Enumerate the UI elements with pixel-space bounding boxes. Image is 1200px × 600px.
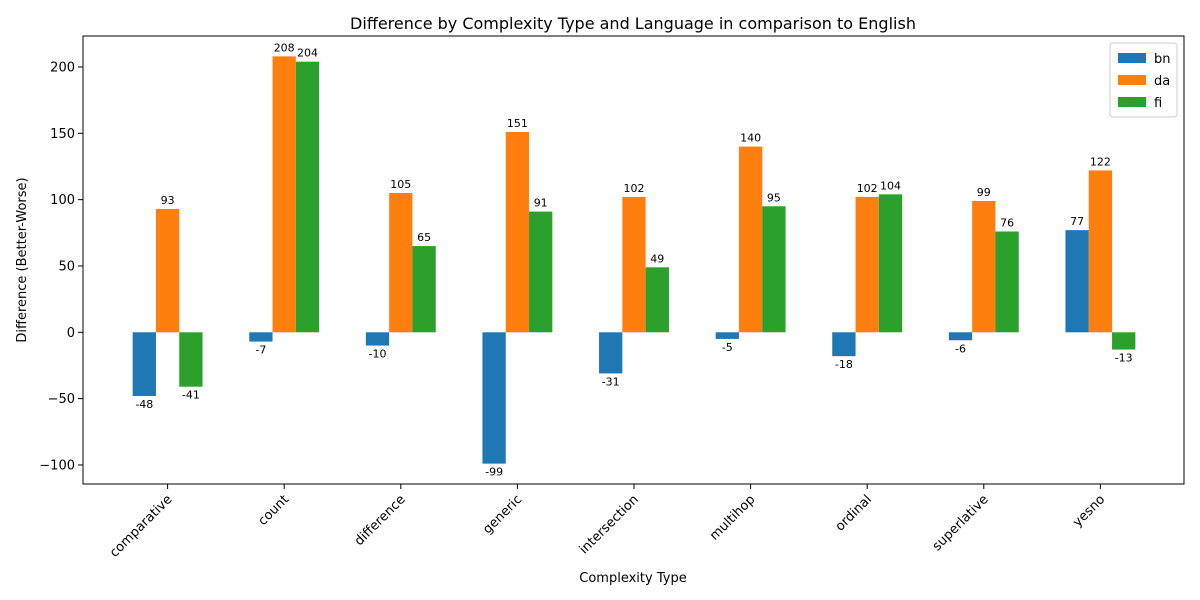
- bar-da-comparative: [155, 208, 180, 333]
- data-label-da-generic: 151: [507, 117, 528, 130]
- legend-label-da: da: [1154, 74, 1170, 89]
- legend-swatch-fi: [1118, 97, 1146, 107]
- data-label-da-multihop: 140: [740, 132, 761, 145]
- data-label-bn-multihop: -5: [722, 341, 733, 354]
- y-tick-label: 100: [50, 193, 75, 208]
- bar-fi-ordinal: [878, 194, 903, 333]
- bar-fi-comparative: [179, 332, 203, 387]
- x-tick-label-difference: difference: [352, 492, 409, 549]
- data-label-bn-ordinal: -18: [835, 358, 853, 371]
- legend-swatch-da: [1118, 75, 1146, 85]
- data-label-fi-multihop: 95: [767, 191, 781, 204]
- bar-bn-count: [249, 332, 273, 342]
- bar-bn-ordinal: [832, 332, 856, 357]
- data-label-da-superlative: 99: [977, 186, 991, 199]
- data-label-fi-generic: 91: [534, 197, 548, 210]
- legend: bn da fi: [1109, 42, 1178, 118]
- bar-da-superlative: [972, 200, 996, 333]
- bar-fi-yesno: [1112, 332, 1136, 350]
- data-label-bn-intersection: -31: [602, 375, 620, 388]
- y-tick-label: 200: [50, 60, 75, 75]
- data-label-fi-intersection: 49: [650, 252, 664, 265]
- bar-da-count: [272, 56, 296, 333]
- x-tick-label-multihop: multihop: [707, 492, 758, 543]
- bar-bn-superlative: [948, 332, 973, 341]
- bar-fi-superlative: [995, 231, 1019, 333]
- x-tick-label-generic: generic: [480, 492, 525, 537]
- bar-fi-intersection: [645, 267, 669, 333]
- plot-area: -48 93 -41 -7 208 204 -10 105 65 -99 151 91 -31 102 49…: [39, 35, 1185, 561]
- x-tick-label-yesno: yesno: [1070, 492, 1108, 530]
- bar-da-yesno: [1088, 170, 1113, 333]
- data-label-fi-difference: 65: [417, 231, 431, 244]
- bar-da-difference: [389, 193, 413, 333]
- x-tick-label-count: count: [255, 492, 292, 529]
- data-label-da-comparative: 93: [161, 194, 175, 207]
- bar-fi-difference: [412, 246, 436, 333]
- data-label-da-count: 208: [274, 41, 295, 54]
- y-tick-label: 0: [67, 326, 75, 341]
- y-tick-label: −100: [39, 458, 75, 473]
- y-tick-label: 50: [58, 259, 75, 274]
- bar-bn-intersection: [599, 332, 623, 374]
- bar-bn-multihop: [715, 332, 739, 339]
- legend-label-fi: fi: [1154, 96, 1162, 111]
- bar-fi-multihop: [762, 206, 786, 333]
- data-label-da-yesno: 122: [1090, 155, 1111, 168]
- data-label-bn-comparative: -48: [135, 398, 153, 411]
- bar-da-generic: [505, 131, 530, 333]
- x-axis-label: Complexity Type: [579, 571, 686, 586]
- data-label-da-intersection: 102: [624, 182, 645, 195]
- bar-fi-count: [295, 61, 320, 333]
- data-label-da-ordinal: 102: [857, 182, 878, 195]
- bar-bn-difference: [365, 332, 390, 346]
- data-label-bn-count: -7: [255, 344, 266, 357]
- bar-bn-comparative: [132, 332, 156, 396]
- data-label-bn-yesno: 77: [1070, 215, 1084, 228]
- data-label-bn-generic: -99: [485, 466, 503, 479]
- x-tick-label-ordinal: ordinal: [833, 492, 875, 534]
- bar-da-ordinal: [855, 196, 879, 333]
- data-label-fi-yesno: -13: [1115, 352, 1133, 365]
- data-label-fi-count: 204: [297, 47, 318, 60]
- data-label-da-difference: 105: [390, 178, 411, 191]
- legend-label-bn: bn: [1154, 52, 1171, 67]
- y-axis-label: Difference (Better-Worse): [15, 177, 30, 342]
- data-label-fi-comparative: -41: [182, 389, 200, 402]
- x-tick-label-comparative: comparative: [107, 492, 175, 560]
- x-tick-label-superlative: superlative: [930, 492, 992, 554]
- legend-swatch-bn: [1118, 53, 1146, 63]
- bar-da-intersection: [622, 196, 646, 333]
- data-label-bn-superlative: -6: [955, 342, 966, 355]
- y-tick-label: −50: [48, 392, 75, 407]
- bar-bn-yesno: [1065, 230, 1089, 333]
- bar-bn-generic: [482, 332, 506, 464]
- y-tick-label: 150: [50, 127, 75, 142]
- chart-title: Difference by Complexity Type and Langua…: [350, 14, 916, 33]
- x-tick-label-intersection: intersection: [577, 492, 642, 557]
- bar-fi-generic: [529, 211, 553, 333]
- data-label-fi-ordinal: 104: [880, 179, 901, 192]
- data-label-fi-superlative: 76: [1000, 216, 1014, 229]
- data-label-bn-difference: -10: [369, 348, 387, 361]
- bar-da-multihop: [738, 146, 763, 333]
